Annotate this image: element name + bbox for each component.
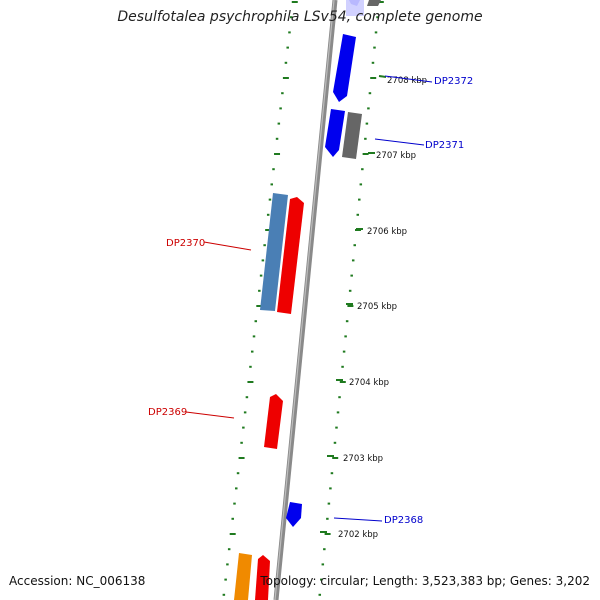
gene-feature-dp2370[interactable] [277,197,304,314]
gene-label-dp2370[interactable]: DP2370 [166,238,205,249]
gene-feature-dp2372[interactable] [333,34,356,102]
gene-feature-dp2369[interactable] [264,394,283,449]
gene-feature-top-grey[interactable] [367,0,381,6]
gene-feature-dp2371-blue[interactable] [325,109,345,157]
topology-summary: Topology: circular; Length: 3,523,383 bp… [260,574,590,588]
gene-label-dp2369[interactable]: DP2369 [148,407,187,418]
map-title: Desulfotalea psychrophila LSv54, complet… [117,9,483,25]
gene-feature-pale [346,0,364,16]
kbp-label: 2702 kbp [338,530,378,540]
kbp-label: 2706 kbp [367,227,407,237]
kbp-label: 2704 kbp [349,378,389,388]
genome-backbone-highlight [274,0,335,600]
gene-label-dp2368[interactable]: DP2368 [384,515,423,526]
gene-label-dp2372[interactable]: DP2372 [434,76,473,87]
kbp-label: 2708 kbp [387,76,427,86]
feature-track [234,0,381,600]
accession-text: Accession: NC_006138 [9,574,146,588]
genome-backbone [273,0,338,600]
kbp-label: 2705 kbp [357,302,397,312]
kbp-scale: 2708 kbp 2707 kbp 2706 kbp 2705 kbp 2704… [320,75,427,540]
gene-labels: DP2372 DP2371 DP2370 DP2369 DP2368 [148,75,473,526]
gene-label-dp2371[interactable]: DP2371 [425,140,464,151]
gene-feature-bottom-red[interactable] [255,555,270,600]
kbp-label: 2703 kbp [343,454,383,464]
kbp-label: 2707 kbp [376,151,416,161]
gene-feature-orange[interactable] [234,553,252,600]
gene-feature-dp2371-grey[interactable] [342,112,362,159]
outer-tick-track [222,1,298,596]
inner-tick-track [318,1,384,596]
gene-feature-steel[interactable] [260,193,288,311]
gene-feature-dp2368[interactable] [286,502,302,527]
